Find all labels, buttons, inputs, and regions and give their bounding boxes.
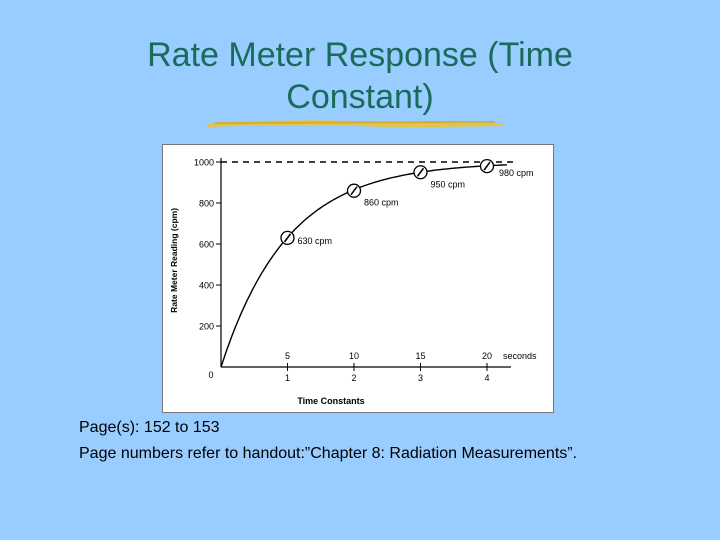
y-tick-label: 600 — [199, 240, 214, 250]
title-underline — [207, 120, 503, 127]
y-tick-label: 400 — [199, 281, 214, 291]
x-tick-label: 4 — [484, 373, 489, 383]
x-axis-title: Time Constants — [297, 396, 364, 406]
data-label: 980 cpm — [499, 168, 534, 178]
x-origin-label: 0 — [208, 370, 213, 380]
seconds-label: seconds — [503, 351, 537, 361]
slide-title: Rate Meter Response (Time Constant) — [100, 34, 620, 118]
seconds-tick-label: 5 — [285, 351, 290, 361]
caption-pages: Page(s): 152 to 153 — [79, 419, 220, 436]
meter-needle — [283, 233, 292, 243]
seconds-tick-label: 10 — [349, 351, 359, 361]
y-tick-label: 200 — [199, 322, 214, 332]
chart-svg: 1000800600400200152103154200secondsTime … — [169, 158, 537, 407]
x-tick-label: 3 — [418, 373, 423, 383]
chart-figure: 1000 800 600 400 200 1 5 2 10 3 15 4 20 0 seconds Time … — [162, 144, 554, 413]
slide-title-line-1: Rate Meter Response (Time — [147, 36, 573, 74]
x-tick-label: 2 — [351, 373, 356, 383]
meter-needle — [350, 186, 358, 196]
meter-needle — [416, 167, 425, 177]
caption-handout-note: Page numbers refer to handout:”Chapter 8… — [79, 445, 578, 462]
meter-needle — [483, 161, 491, 171]
seconds-tick-label: 20 — [482, 351, 492, 361]
data-label: 860 cpm — [364, 198, 399, 208]
response-curve — [220, 164, 507, 368]
slide-title-line-2: Constant) — [286, 78, 434, 116]
data-label: 950 cpm — [431, 179, 466, 189]
y-tick-label: 1000 — [194, 158, 214, 168]
x-tick-label: 1 — [285, 373, 290, 383]
y-tick-label: 800 — [199, 199, 214, 209]
y-axis-title: Rate Meter Reading (cpm) — [169, 208, 179, 313]
data-label: 630 cpm — [298, 236, 333, 246]
seconds-tick-label: 15 — [415, 351, 425, 361]
